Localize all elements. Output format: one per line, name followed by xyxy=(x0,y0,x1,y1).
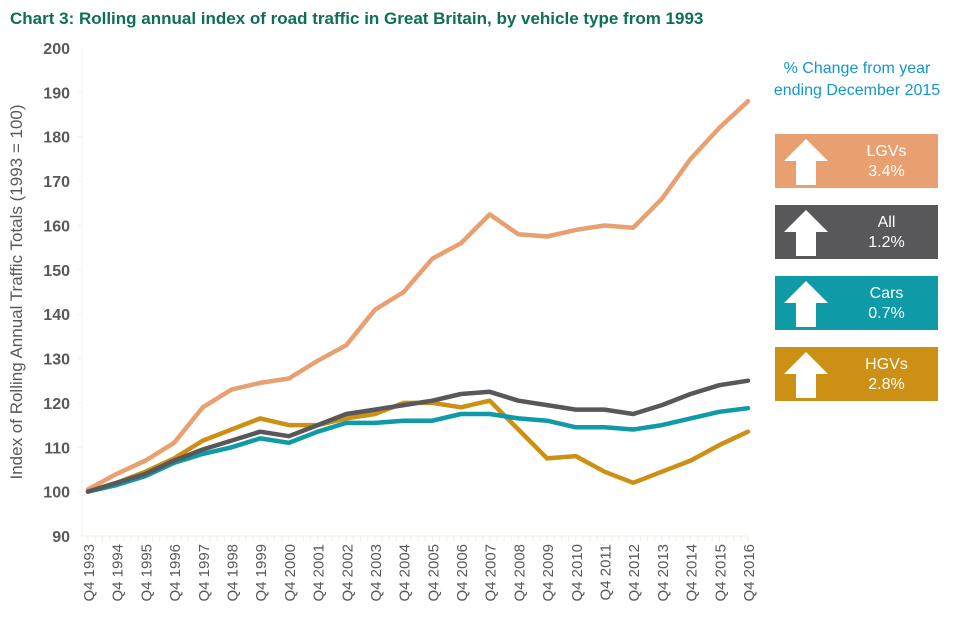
badge-name: All xyxy=(877,214,896,231)
x-tick-label: Q4 2011 xyxy=(598,544,615,600)
y-tick-label: 90 xyxy=(52,529,70,546)
x-tick-label: Q4 2014 xyxy=(684,544,701,602)
y-tick-label: 110 xyxy=(44,440,70,457)
arrow-up-icon xyxy=(784,139,828,185)
badge-change: 2.8% xyxy=(868,376,905,393)
y-tick-label: 130 xyxy=(43,352,70,369)
chart-title: Chart 3: Rolling annual index of road tr… xyxy=(10,9,704,28)
x-tick-label: Q4 2015 xyxy=(712,544,729,602)
badge-hgvs: HGVs 2.8% xyxy=(775,347,938,401)
x-tick-label: Q4 2004 xyxy=(397,544,414,602)
x-tick-label: Q4 2003 xyxy=(368,544,385,602)
series-line-all xyxy=(85,378,751,494)
x-tick-label: Q4 1997 xyxy=(196,544,213,602)
x-tick-label: Q4 2010 xyxy=(569,544,586,602)
x-tick-label: Q4 2012 xyxy=(626,544,643,602)
x-tick-label: Q4 1994 xyxy=(110,544,127,602)
legend-title-line-1: % Change from year xyxy=(783,60,931,77)
legend-title: % Change from year ending December 2015 xyxy=(752,58,960,102)
series-lines xyxy=(85,98,751,494)
x-tick-label: Q4 1998 xyxy=(224,544,241,602)
x-axis: Q4 1993 Q4 1994 Q4 1995 Q4 1996 Q4 1997 Q4 19… xyxy=(81,535,758,602)
y-tick-label: 120 xyxy=(43,396,70,413)
badge-cars: Cars 0.7% xyxy=(775,276,938,330)
y-axis: 90 100 110 120 130 140 150 160 170 180 190 200 xyxy=(43,41,83,546)
badge-lgvs: LGVs 3.4% xyxy=(775,134,938,188)
badge-name: LGVs xyxy=(866,143,907,160)
x-tick-label: Q4 2007 xyxy=(483,544,500,602)
x-tick-label: Q4 2005 xyxy=(425,544,442,602)
y-tick-label: 170 xyxy=(43,174,70,191)
badge-name: Cars xyxy=(869,285,904,302)
x-tick-label: Q4 2002 xyxy=(339,544,356,602)
y-tick-label: 140 xyxy=(43,307,70,324)
x-tick-label: Q4 1999 xyxy=(253,544,270,602)
x-tick-label: Q4 2001 xyxy=(311,544,328,602)
y-tick-label: 100 xyxy=(43,485,70,502)
badge-change: 3.4% xyxy=(868,163,905,180)
y-tick-label: 200 xyxy=(43,41,70,58)
badge-name: HGVs xyxy=(865,356,908,373)
x-tick-label: Q4 2013 xyxy=(655,544,672,602)
y-tick-label: 190 xyxy=(43,85,70,102)
x-tick-label: Q4 1996 xyxy=(167,544,184,602)
x-tick-label: Q4 1993 xyxy=(81,544,98,602)
x-tick-label: Q4 2000 xyxy=(282,544,299,602)
series-line-lgvs xyxy=(85,98,751,492)
y-tick-label: 160 xyxy=(43,218,70,235)
x-tick-label: Q4 2016 xyxy=(741,544,758,602)
series-line-cars xyxy=(85,405,751,494)
x-tick-label: Q4 2008 xyxy=(511,544,528,602)
arrow-up-icon xyxy=(784,210,828,256)
badge-change: 0.7% xyxy=(868,305,905,322)
x-tick-label: Q4 2009 xyxy=(540,544,557,602)
badge-change: 1.2% xyxy=(868,234,905,251)
arrow-up-icon xyxy=(784,281,828,327)
x-tick-label: Q4 2006 xyxy=(454,544,471,602)
series-line-hgvs xyxy=(85,398,751,494)
y-tick-label: 180 xyxy=(43,130,70,147)
badge-all: All 1.2% xyxy=(775,205,938,259)
y-axis-label: Index of Rolling Annual Traffic Totals (… xyxy=(7,104,26,479)
arrow-up-icon xyxy=(784,352,828,398)
y-tick-label: 150 xyxy=(43,263,70,280)
legend-title-line-2: ending December 2015 xyxy=(773,82,941,99)
x-tick-label: Q4 1995 xyxy=(138,544,155,602)
